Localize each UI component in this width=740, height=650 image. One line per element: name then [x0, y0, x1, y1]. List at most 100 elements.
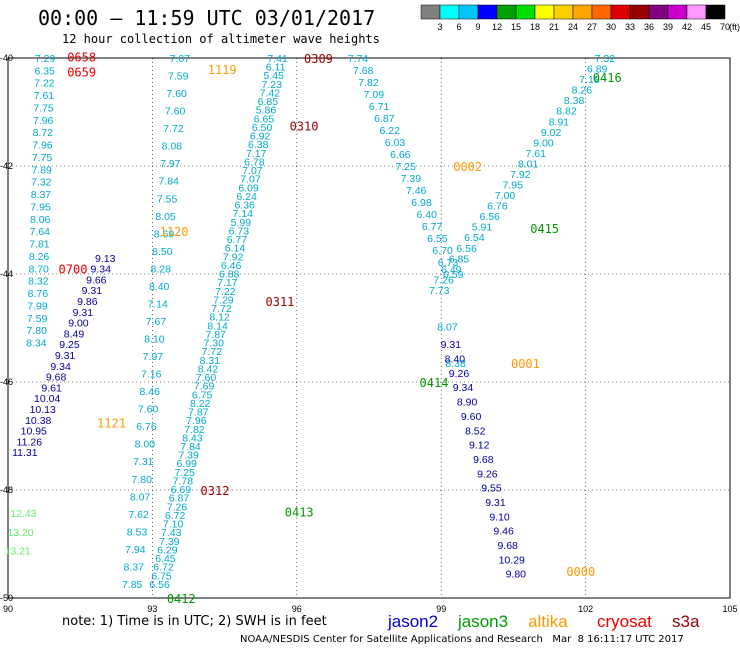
wave-height-value: 11.31	[12, 447, 38, 459]
y-tick-label: -44	[0, 269, 13, 279]
colorbar-swatch	[439, 4, 460, 20]
wave-height-value: 9.60	[461, 411, 482, 423]
wave-height-value: 7.82	[184, 424, 205, 436]
wave-height-value: 10.04	[34, 393, 60, 405]
wave-height-value: 7.62	[128, 509, 149, 521]
wave-height-value: 6.38	[248, 139, 269, 151]
wave-height-value: 11.26	[17, 436, 43, 448]
colorbar-swatch	[629, 4, 650, 20]
wave-height-value: 6.14	[225, 243, 246, 255]
wave-height-value: 7.22	[34, 78, 55, 90]
wave-height-value: 9.31	[73, 307, 94, 319]
time-label: 0415	[530, 222, 559, 236]
wave-height-value: 6.75	[192, 389, 213, 401]
wave-height-value: 6.72	[153, 562, 174, 574]
wave-height-value: 9.31	[55, 350, 76, 362]
wave-height-value: 9.61	[41, 382, 62, 394]
y-tick-label: -42	[0, 161, 13, 171]
wave-height-value: 6.65	[254, 113, 275, 125]
wave-height-value: 7.96	[33, 115, 54, 127]
colorbar-swatch	[477, 4, 498, 20]
y-tick-label: -48	[0, 485, 13, 495]
wave-height-value: 9.68	[497, 540, 518, 552]
wave-height-value: 6.76	[136, 421, 157, 433]
time-label: 0700	[59, 263, 88, 277]
wave-height-value: 7.97	[143, 351, 164, 363]
colorbar-label: 3	[437, 22, 442, 32]
wave-height-value: 6.11	[266, 62, 286, 74]
colorbar-label: 36	[644, 22, 654, 32]
colorbar-label: 24	[568, 22, 578, 32]
wave-height-value: 6.73	[438, 257, 459, 269]
colorbar-swatch	[686, 4, 707, 20]
wave-height-value: 6.76	[487, 201, 508, 213]
wave-height-value: 7.10	[163, 519, 184, 531]
wave-height-value: 7.80	[27, 325, 48, 337]
wave-height-value: 9.26	[477, 468, 498, 480]
x-tick-label: 105	[722, 604, 737, 614]
wave-height-value: 8.43	[182, 432, 203, 444]
wave-height-value: 6.29	[157, 544, 178, 556]
wave-height-value: 8.26	[29, 251, 50, 263]
wave-height-value: 8.34	[26, 338, 47, 350]
wave-height-value: 7.87	[188, 407, 209, 419]
wave-height-value: 8.52	[465, 425, 486, 437]
wave-height-value: 7.39	[159, 536, 180, 548]
wave-height-value: 5.86	[256, 105, 277, 117]
wave-height-value: 7.61	[34, 90, 55, 102]
wave-height-value: 9.66	[86, 274, 107, 286]
wave-height-value: 6.66	[390, 149, 411, 161]
time-label: 0311	[266, 295, 295, 309]
wave-height-value: 9.46	[493, 526, 514, 538]
wave-height-value: 13.20	[7, 527, 33, 539]
wave-height-value: 8.37	[31, 189, 52, 201]
x-tick-label: 93	[147, 604, 157, 614]
wave-height-value: 5.45	[263, 70, 284, 82]
wave-height-value: 13.21	[4, 545, 30, 557]
wave-height-value: 7.99	[27, 300, 48, 312]
colorbar-label: 18	[530, 22, 540, 32]
wave-height-value: 8.07	[130, 491, 151, 503]
y-tick-label: -40	[0, 53, 13, 63]
wave-height-value: 8.40	[445, 354, 466, 366]
wave-height-value: 7.89	[31, 164, 52, 176]
colorbar-label: 39	[663, 22, 673, 32]
wave-height-value: 8.90	[457, 397, 478, 409]
wave-height-value: 6.69	[171, 484, 192, 496]
wave-height-value: 7.60	[196, 372, 217, 384]
time-label: 0312	[201, 484, 230, 498]
wave-height-value: 9.31	[441, 339, 462, 351]
colorbar-label: 21	[549, 22, 559, 32]
wave-height-value: 8.76	[28, 288, 49, 300]
wave-height-value: 6.75	[151, 570, 172, 582]
wave-height-value: 7.69	[194, 381, 215, 393]
wave-height-value: 7.22	[215, 286, 236, 298]
x-tick-label: 96	[292, 604, 302, 614]
wave-height-value: 8.42	[198, 363, 219, 375]
wave-height-value: 9.68	[46, 372, 67, 384]
wave-height-value: 6.45	[155, 553, 176, 565]
colorbar-label: 9	[475, 22, 480, 32]
chart-subtitle: 12 hour collection of altimeter wave hei…	[62, 32, 380, 46]
wave-height-value: 10.13	[30, 404, 56, 416]
wave-height-value: 7.46	[406, 185, 427, 197]
wave-height-value: 9.10	[489, 511, 510, 523]
wave-height-value: 7.23	[262, 79, 283, 91]
wave-height-value: 9.31	[485, 497, 506, 509]
wave-height-value: 7.96	[186, 415, 207, 427]
colorbar-swatch	[553, 4, 574, 20]
wave-height-value: 7.59	[168, 71, 189, 83]
wave-height-value: 6.71	[369, 101, 390, 113]
legend-cryosat: cryosat	[597, 612, 652, 631]
wave-height-value: 7.72	[163, 123, 184, 135]
wave-height-value: 7.75	[32, 152, 53, 164]
wave-height-value: 7.74	[348, 53, 369, 65]
wave-height-value: 10.38	[25, 415, 51, 427]
wave-height-value: 7.84	[158, 176, 179, 188]
wave-height-value: 8.53	[127, 526, 148, 538]
wave-height-value: 9.25	[59, 339, 80, 351]
wave-height-value: 6.89	[587, 64, 608, 76]
colorbar-label: 30	[606, 22, 616, 32]
wave-height-value: 7.16	[141, 369, 162, 381]
wave-height-value: 6.40	[417, 209, 438, 221]
